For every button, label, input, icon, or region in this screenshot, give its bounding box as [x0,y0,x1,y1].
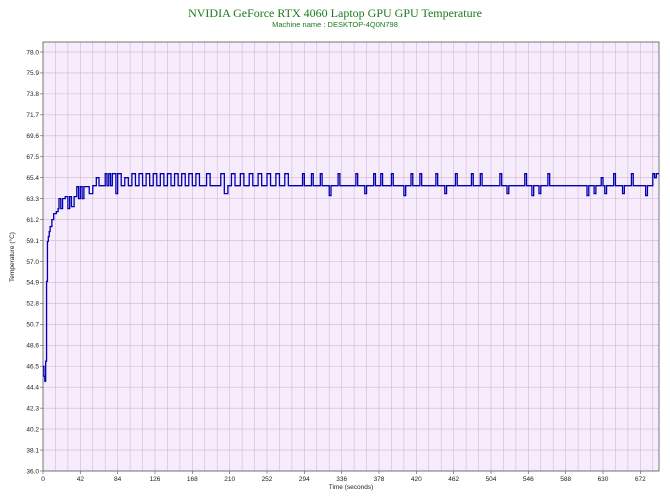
x-tick-label: 546 [523,476,534,483]
y-tick-label: 75.9 [26,70,39,77]
plot-background [43,42,659,471]
chart-title: NVIDIA GeForce RTX 4060 Laptop GPU GPU T… [188,6,482,20]
x-tick-label: 168 [187,476,198,483]
x-tick-label: 378 [374,476,385,483]
y-tick-label: 48.6 [26,343,39,350]
y-tick-label: 54.9 [26,280,39,287]
y-tick-label: 57.0 [26,259,39,266]
x-tick-label: 0 [41,476,45,483]
y-tick-label: 50.7 [26,322,39,329]
y-tick-label: 69.6 [26,133,39,140]
x-tick-label: 42 [77,476,85,483]
y-tick-label: 40.2 [26,426,39,433]
x-tick-label: 126 [150,476,161,483]
plot-layer: 36.0 38.1 40.2 42.3 44.4 46.5 48.6 50.7 52.8 54.9… [26,41,660,483]
x-tick-label: 294 [299,476,310,483]
y-tick-label: 63.3 [26,196,39,203]
y-tick-label: 42.3 [26,405,39,412]
y-tick-label: 73.8 [26,91,39,98]
x-tick-label: 420 [411,476,422,483]
x-tick-label: 462 [448,476,459,483]
x-tick-label: 210 [224,476,235,483]
x-tick-label: 630 [598,476,609,483]
y-tick-label: 52.8 [26,301,39,308]
temperature-series-line [43,173,659,382]
x-tick-label: 504 [486,476,497,483]
y-tick-label: 59.1 [26,238,39,245]
y-tick-label: 71.7 [26,112,39,119]
chart-subtitle: Machine name : DESKTOP-4Q0N798 [272,20,398,29]
x-tick-label: 588 [560,476,571,483]
x-tick-label: 336 [336,476,347,483]
y-tick-label: 36.0 [26,468,39,475]
y-tick-label: 65.4 [26,175,39,182]
x-tick-label: 252 [262,476,273,483]
y-tick-label: 67.5 [26,154,39,161]
y-tick-label: 46.5 [26,364,39,371]
y-tick-label: 44.4 [26,384,39,391]
x-tick-label: 84 [114,476,122,483]
plot-border [42,41,660,472]
y-tick-label: 61.2 [26,217,39,224]
y-tick-label: 38.1 [26,447,39,454]
x-tick-label: 672 [635,476,646,483]
x-axis-label: Time (seconds) [329,484,374,491]
y-axis-label: Temperature (°C) [8,232,16,282]
y-tick-label: 78.0 [26,49,39,56]
